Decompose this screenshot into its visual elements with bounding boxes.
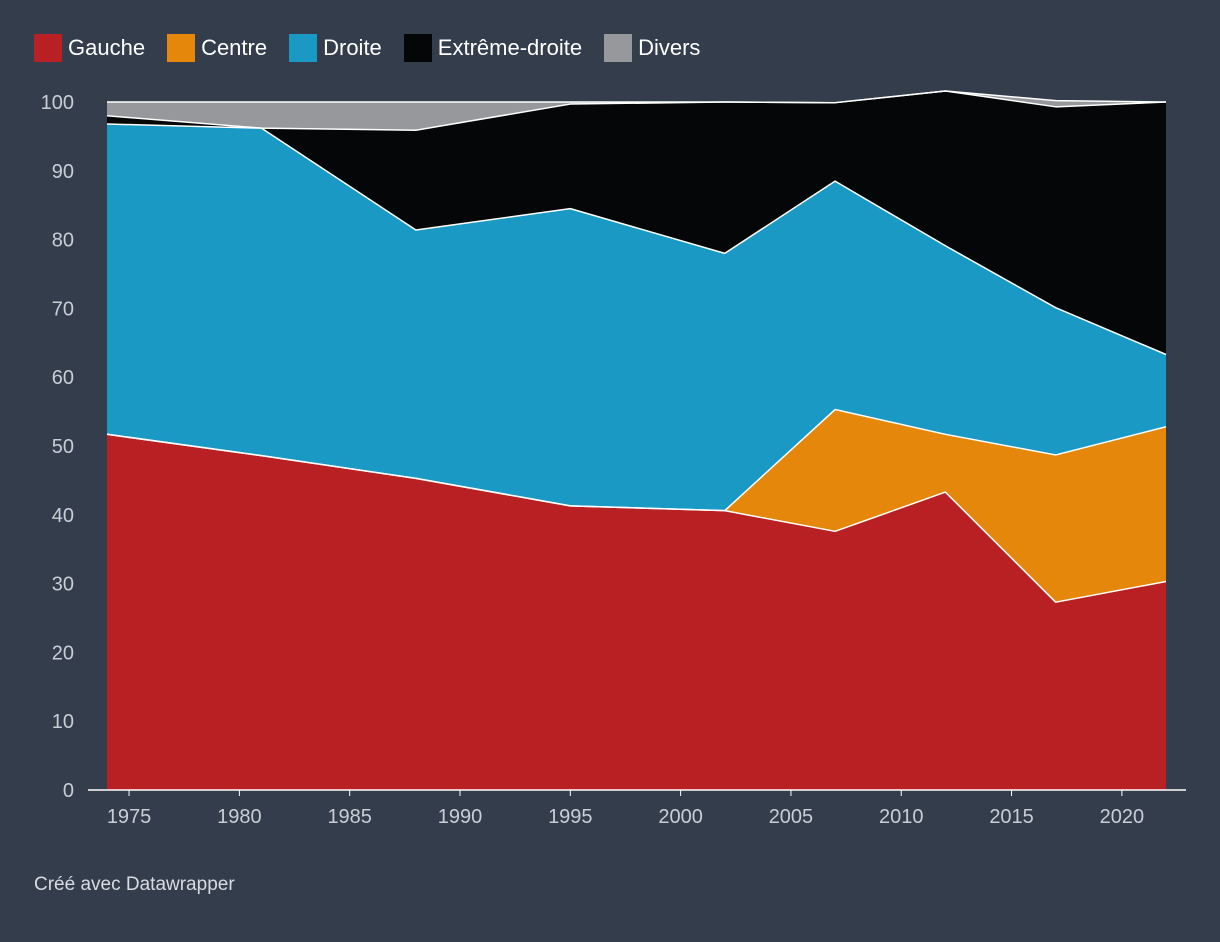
y-tick-label-40: 40 (52, 505, 74, 527)
x-tick-label-1995: 1995 (548, 806, 593, 828)
y-tick-label-70: 70 (52, 298, 74, 320)
area-extreme-droite (107, 90, 1166, 355)
legend-item-extreme-droite: Extrême-droite (403, 34, 583, 62)
legend-item-gauche: Gauche (34, 34, 145, 62)
legend-label-centre: Centre (201, 35, 268, 60)
y-tick-label-80: 80 (52, 230, 74, 252)
x-tick-label-2000: 2000 (658, 806, 703, 828)
x-tick-label-2015: 2015 (989, 806, 1034, 828)
y-tick-label-10: 10 (52, 711, 74, 733)
x-tick-label-1980: 1980 (217, 806, 262, 828)
y-axis-ticks: 0 10 20 30 40 50 60 70 80 90 100 (41, 92, 74, 802)
legend-label-gauche: Gauche (68, 35, 146, 60)
chart-boundary-lines (106, 90, 1167, 603)
x-tick-label-2020: 2020 (1100, 806, 1145, 828)
area-divers (107, 90, 1166, 131)
legend-swatch-extreme-droite (403, 34, 432, 62)
x-tick-label-2010: 2010 (879, 806, 924, 828)
footer-credit: Créé avec Datawrapper (34, 874, 235, 895)
x-tick-label-1990: 1990 (438, 806, 483, 828)
legend-item-centre: Centre (167, 34, 267, 62)
legend-swatch-divers (604, 34, 633, 62)
legend-label-extreme-droite: Extrême-droite (437, 35, 583, 60)
x-tick-label-2005: 2005 (769, 806, 814, 828)
y-tick-label-50: 50 (52, 436, 74, 458)
x-axis-ticks: 1975 1980 1985 1990 1995 2000 2005 2010 2015 2020 (107, 790, 1144, 828)
area-centre (107, 409, 1166, 603)
legend-swatch-gauche (34, 34, 62, 62)
y-tick-label-60: 60 (52, 367, 74, 389)
y-tick-label-90: 90 (52, 161, 74, 183)
legend-label-droite: Droite (323, 35, 382, 60)
boundary-line-centre (106, 408, 1167, 512)
legend-item-divers: Divers (604, 34, 700, 62)
legend-swatch-droite (289, 34, 318, 62)
y-tick-label-100: 100 (41, 92, 74, 114)
boundary-line-droite (106, 123, 1167, 356)
boundary-line-divers (107, 90, 1167, 104)
x-tick-label-1975: 1975 (107, 806, 152, 828)
chart-areas (107, 90, 1166, 790)
area-gauche (107, 434, 1166, 790)
chart-legend: Gauche Centre Droite Extrême-droite Dive… (34, 34, 700, 62)
y-tick-label-30: 30 (52, 574, 74, 596)
x-tick-label-1985: 1985 (327, 806, 372, 828)
y-tick-label-0: 0 (63, 780, 74, 802)
legend-item-droite: Droite (289, 34, 382, 62)
legend-swatch-centre (167, 34, 196, 62)
legend-label-divers: Divers (638, 35, 701, 60)
y-tick-label-20: 20 (52, 642, 74, 664)
